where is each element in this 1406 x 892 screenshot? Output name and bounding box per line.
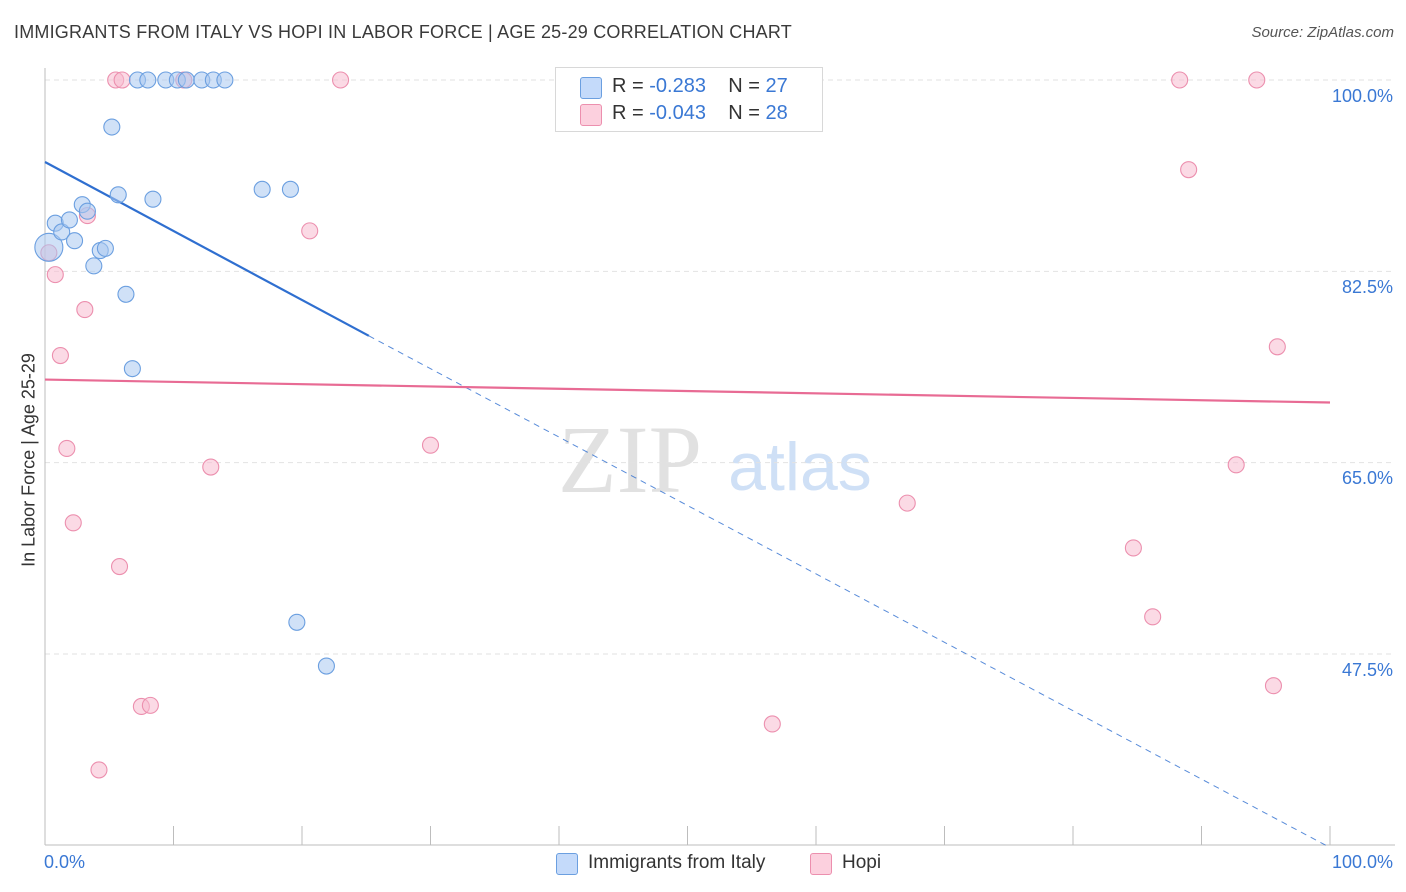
hopi-point <box>1248 71 1266 89</box>
y-axis-label: In Labor Force | Age 25-29 <box>18 353 39 567</box>
italy-point <box>144 190 162 208</box>
r-label: R = <box>612 75 644 97</box>
n-label: N = <box>728 102 760 124</box>
italy-point <box>109 186 127 204</box>
italy-point <box>34 232 64 262</box>
hopi-point <box>46 266 64 284</box>
data-points <box>34 71 1286 779</box>
stats-text-hopi: R = -0.043 N = 28 <box>612 102 788 125</box>
italy-point <box>216 71 234 89</box>
italy-point <box>96 239 114 257</box>
x-tick-label-max: 100.0% <box>1331 852 1393 872</box>
n-label: N = <box>728 75 760 97</box>
italy-legend-swatch <box>556 853 578 875</box>
italy-point <box>177 71 195 89</box>
axes <box>44 68 1395 846</box>
italy-swatch <box>580 77 602 99</box>
hopi-point <box>1180 161 1198 179</box>
italy-point <box>139 71 157 89</box>
italy-point <box>281 180 299 198</box>
hopi-point <box>421 436 440 454</box>
n-value-hopi: 28 <box>765 102 788 124</box>
italy-point <box>317 657 335 675</box>
hopi-point <box>1124 539 1142 557</box>
hopi-trend-line <box>44 378 1331 404</box>
legend-label-italy: Immigrants from Italy <box>588 852 766 873</box>
italy-point <box>253 180 271 198</box>
stats-text-italy: R = -0.283 N = 27 <box>612 75 788 98</box>
hopi-point <box>331 71 350 89</box>
hopi-point <box>76 301 94 319</box>
stats-legend: R = -0.283 N = 27 R = -0.043 N = 28 <box>555 67 823 132</box>
italy-point <box>78 202 96 220</box>
italy-point <box>103 118 121 136</box>
hopi-point <box>1264 677 1283 695</box>
hopi-point <box>1171 71 1189 89</box>
italy-trend-line <box>44 161 370 337</box>
hopi-point <box>301 222 319 240</box>
hopi-point <box>58 439 76 458</box>
r-label: R = <box>612 102 644 124</box>
hopi-point <box>90 761 108 779</box>
italy-point <box>288 613 306 631</box>
legend-label-hopi: Hopi <box>842 852 882 873</box>
hopi-legend-swatch <box>810 853 832 875</box>
italy-point <box>123 360 141 378</box>
y-tick-label: 100.0% <box>1331 86 1393 106</box>
italy-point <box>85 257 103 275</box>
watermark-atlas: atlas <box>728 429 872 505</box>
watermark-zip: ZIP <box>558 406 702 513</box>
hopi-point <box>763 715 781 733</box>
hopi-swatch <box>580 104 602 126</box>
hopi-point <box>51 346 69 365</box>
hopi-point <box>110 557 129 576</box>
hopi-point <box>1268 338 1286 356</box>
y-tick-label: 82.5% <box>1341 277 1393 297</box>
italy-point <box>53 223 71 241</box>
source-credit: Source: ZipAtlas.com <box>1251 24 1394 41</box>
hopi-point <box>202 458 220 476</box>
italy-point <box>117 285 135 303</box>
hopi-point <box>1144 608 1162 626</box>
hopi-point <box>113 71 131 89</box>
x-tick-label-min: 0.0% <box>44 852 86 872</box>
chart-title: IMMIGRANTS FROM ITALY VS HOPI IN LABOR F… <box>14 22 792 42</box>
italy-point <box>60 211 78 229</box>
r-value-italy: -0.283 <box>649 75 706 97</box>
hopi-point <box>64 514 82 532</box>
y-tick-label: 47.5% <box>1341 660 1393 680</box>
y-tick-label: 65.0% <box>1341 468 1393 488</box>
italy-point <box>66 232 84 250</box>
trend-lines <box>44 161 1331 848</box>
n-value-italy: 27 <box>765 75 788 97</box>
hopi-point <box>141 696 159 714</box>
hopi-point <box>898 494 916 512</box>
hopi-point <box>1227 456 1245 474</box>
italy-trend-extension <box>368 335 1331 848</box>
r-value-hopi: -0.043 <box>649 102 706 124</box>
